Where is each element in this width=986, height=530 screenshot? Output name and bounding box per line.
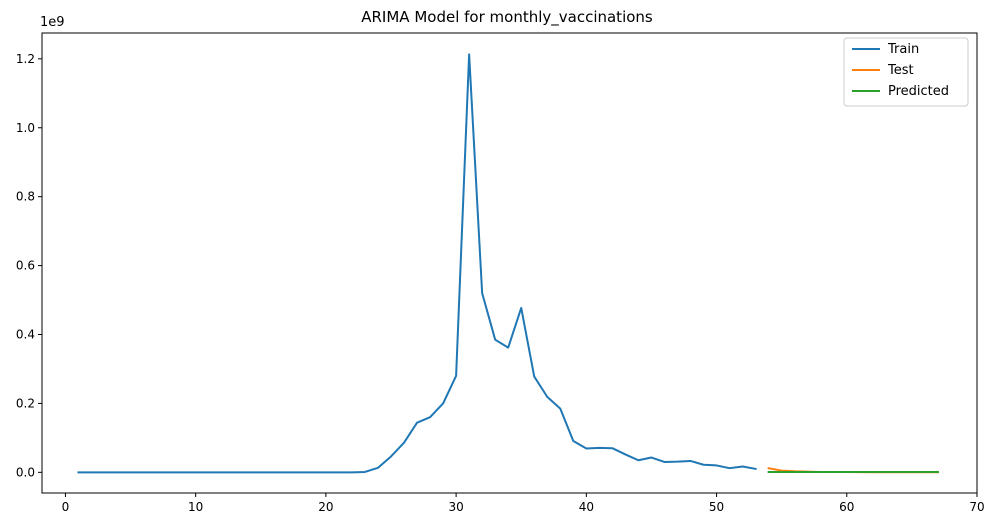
legend-label: Train <box>887 42 919 57</box>
x-tick-label: 40 <box>579 500 594 514</box>
plot-area <box>77 53 939 474</box>
y-offset-label: 1e9 <box>40 15 65 30</box>
x-tick-label: 60 <box>839 500 854 514</box>
y-tick-label: 0.4 <box>16 327 35 341</box>
legend: Train Test Predicted <box>843 37 969 107</box>
x-tick-label: 10 <box>188 500 203 514</box>
chart-title: ARIMA Model for monthly_vaccinations <box>361 8 653 27</box>
series-line-train <box>77 53 757 474</box>
x-tick-label: 30 <box>448 500 463 514</box>
y-axis-ticks: 0.0 0.2 0.4 0.6 0.8 1.0 1.2 <box>16 52 42 479</box>
legend-label: Test <box>887 63 914 78</box>
y-tick-label: 0.8 <box>16 190 35 204</box>
legend-label: Predicted <box>888 84 949 99</box>
y-tick-label: 0.6 <box>16 259 35 273</box>
y-tick-label: 1.2 <box>16 52 35 66</box>
y-tick-label: 0.0 <box>16 465 35 479</box>
x-tick-label: 70 <box>969 500 984 514</box>
x-axis-ticks: 0 10 20 30 40 50 60 70 <box>62 493 985 514</box>
y-tick-label: 1.0 <box>16 121 35 135</box>
axes-frame <box>41 32 978 494</box>
x-tick-label: 50 <box>709 500 724 514</box>
x-tick-label: 0 <box>62 500 70 514</box>
y-tick-label: 0.2 <box>16 396 35 410</box>
legend-box <box>843 37 969 107</box>
x-tick-label: 20 <box>318 500 333 514</box>
